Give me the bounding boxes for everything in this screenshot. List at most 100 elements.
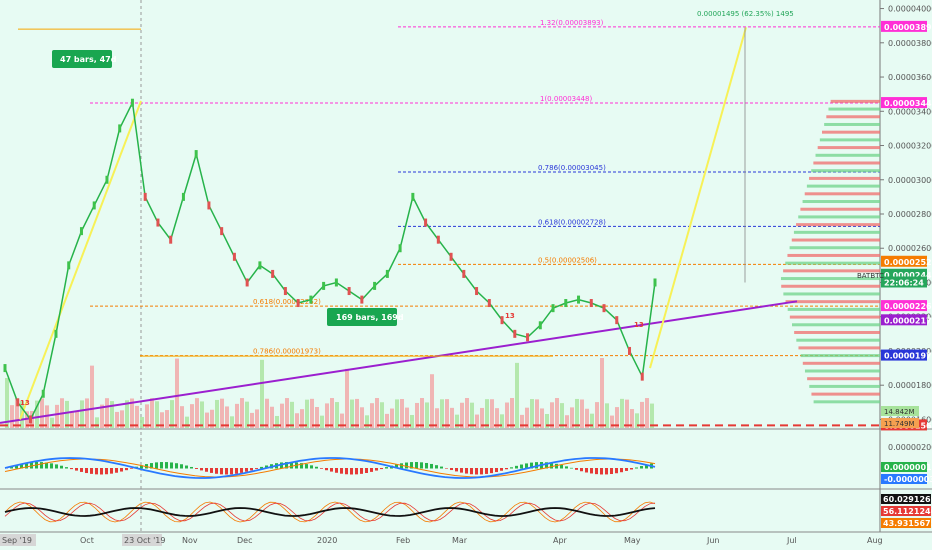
volume-bar xyxy=(270,406,274,428)
price-candle xyxy=(220,227,224,236)
volume-bar xyxy=(340,413,344,428)
macd-histogram-bar xyxy=(555,463,558,469)
macd-tag-label: 0.00000012 xyxy=(884,463,932,472)
stoch-tag-bg xyxy=(881,506,931,516)
volume-profile-bar xyxy=(809,176,880,180)
macd-histogram-bar xyxy=(60,465,63,469)
macd-histogram-bar xyxy=(330,468,333,472)
volume-bar xyxy=(635,413,639,428)
price-candle xyxy=(653,278,657,287)
macd-histogram-bar xyxy=(360,468,363,474)
price-candle xyxy=(398,244,402,253)
price-candle xyxy=(156,218,160,227)
macd-histogram-bar xyxy=(455,468,458,472)
volume-bar xyxy=(165,410,169,428)
macd-histogram-bar xyxy=(40,462,43,469)
volume-bar xyxy=(470,402,474,428)
macd-histogram-bar xyxy=(285,462,288,469)
volume-bar xyxy=(10,405,14,428)
fib-level-label: 0.618(0.00002262) xyxy=(253,298,321,306)
volume-bar xyxy=(230,416,234,428)
macd-histogram-bar xyxy=(635,467,638,469)
volume-bar xyxy=(430,374,434,428)
y-tick-label: 0.00002800 xyxy=(888,210,932,219)
macd-histogram-bar xyxy=(370,468,373,472)
volume-bar xyxy=(190,404,194,428)
macd-histogram-bar xyxy=(50,463,53,469)
macd-histogram-bar xyxy=(320,468,323,469)
volume-bar xyxy=(350,399,354,428)
volume-bar xyxy=(280,403,284,428)
price-tag-bg xyxy=(881,349,927,361)
macd-histogram-bar xyxy=(65,467,68,469)
price-candle xyxy=(67,261,71,270)
volume-profile-bar xyxy=(793,230,880,234)
volume-bar xyxy=(185,416,189,428)
volume-bar xyxy=(425,402,429,428)
volume-profile-bar xyxy=(798,215,880,219)
volume-bar xyxy=(105,398,109,428)
price-candle xyxy=(640,372,644,381)
x-tick-label: May xyxy=(624,536,641,545)
volume-bar xyxy=(495,408,499,428)
macd-histogram-bar xyxy=(425,462,428,469)
volume-bar xyxy=(155,401,159,428)
volume-bar xyxy=(290,401,294,428)
macd-histogram-bar xyxy=(625,468,628,471)
volume-bar xyxy=(555,398,559,428)
y-tick-label: 0.00003600 xyxy=(888,73,932,82)
volume-profile-bar xyxy=(787,253,880,257)
macd-histogram-bar xyxy=(90,468,93,474)
volume-bar xyxy=(505,402,509,428)
x-tick-label: Aug xyxy=(867,536,883,545)
macd-histogram-bar xyxy=(530,462,533,469)
volume-bar xyxy=(80,400,84,428)
stoch-tag-bg xyxy=(881,494,931,504)
price-tag-label: 0.00002521 xyxy=(884,258,932,267)
macd-histogram-bar xyxy=(250,468,253,471)
macd-histogram-bar xyxy=(220,468,223,475)
macd-histogram-bar xyxy=(130,468,133,469)
stoch-pane-bg xyxy=(0,490,880,532)
macd-tag-bg xyxy=(881,474,927,484)
volume-bar xyxy=(480,407,484,428)
volume-bar xyxy=(30,410,34,428)
price-candle xyxy=(118,124,122,133)
volume-bar xyxy=(50,417,54,428)
volume-profile-bar xyxy=(830,99,880,103)
macd-histogram-bar xyxy=(620,468,623,473)
volume-tag-bg xyxy=(881,418,919,428)
macd-histogram-bar xyxy=(25,462,28,469)
macd-histogram-bar xyxy=(70,468,73,470)
macd-histogram-bar xyxy=(200,468,203,471)
macd-histogram-bar xyxy=(215,468,218,474)
macd-histogram-bar xyxy=(245,468,248,472)
volume-bar xyxy=(405,407,409,428)
price-candle xyxy=(54,329,58,338)
price-candle xyxy=(283,287,287,296)
macd-histogram-bar xyxy=(550,462,553,469)
volume-bar xyxy=(90,365,94,428)
volume-bar xyxy=(110,401,114,428)
macd-histogram-bar xyxy=(385,467,388,469)
stoch-tag-label: 60.02912696 xyxy=(883,495,932,504)
macd-histogram-bar xyxy=(10,466,13,469)
volume-profile-bar xyxy=(800,207,880,211)
volume-bar xyxy=(205,412,209,428)
y-tick-label: 0.00004000 xyxy=(888,5,932,14)
price-tag-bg xyxy=(881,255,927,267)
macd-histogram-bar xyxy=(225,468,228,475)
macd-histogram-bar xyxy=(175,463,178,469)
volume-bar xyxy=(130,398,134,428)
volume-profile-bar xyxy=(813,161,880,165)
volume-profile-bar xyxy=(792,323,880,327)
volume-bar xyxy=(455,414,459,428)
volume-profile-bar xyxy=(783,292,880,296)
volume-bar xyxy=(115,411,119,428)
price-candle xyxy=(347,287,351,296)
macd-histogram-bar xyxy=(265,465,268,469)
rsi-line xyxy=(4,507,656,517)
volume-bar xyxy=(565,415,569,428)
